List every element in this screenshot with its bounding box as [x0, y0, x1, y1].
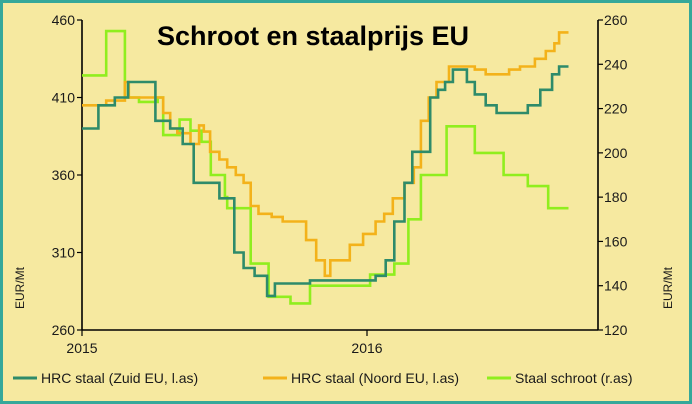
y-right-tick-label: 260: [604, 12, 628, 28]
chart-ticks: 260 310 360 410 460 120 140 160 180 200 220 240 260 2…: [52, 12, 628, 356]
chart-title: Schroot en staalprijs EU: [157, 21, 469, 51]
y-right-tick-label: 140: [604, 278, 628, 294]
series-line-1: [82, 65, 569, 298]
y-right-tick-label: 240: [604, 56, 628, 72]
y-left-tick-label: 360: [52, 167, 76, 183]
y-right-tick-label: 200: [604, 145, 628, 161]
y-right-tick-label: 220: [604, 101, 628, 117]
chart-legend: HRC staal (Zuid EU, l.as) HRC staal (Noor…: [13, 370, 633, 386]
y-axis-label-right: EUR/Mt: [661, 266, 675, 309]
chart-canvas: Schroot en staalprijs EU 260 310 360 410 460…: [13, 12, 675, 386]
legend-label-1: HRC staal (Zuid EU, l.as): [41, 370, 198, 386]
y-right-tick-label: 160: [604, 233, 628, 249]
y-left-tick-label: 460: [52, 12, 76, 28]
x-tick-label: 2016: [351, 340, 382, 356]
y-left-tick-label: 260: [52, 322, 76, 338]
x-tick-label: 2015: [66, 340, 97, 356]
y-right-tick-label: 180: [604, 189, 628, 205]
y-left-tick-label: 310: [52, 245, 76, 261]
y-right-tick-label: 120: [604, 322, 628, 338]
y-axis-label-left: EUR/Mt: [13, 266, 27, 309]
legend-label-2: HRC staal (Noord EU, l.as): [291, 370, 459, 386]
legend-label-3: Staal schroot (r.as): [515, 370, 633, 386]
chart-series: [82, 29, 569, 305]
y-left-tick-label: 410: [52, 90, 76, 106]
